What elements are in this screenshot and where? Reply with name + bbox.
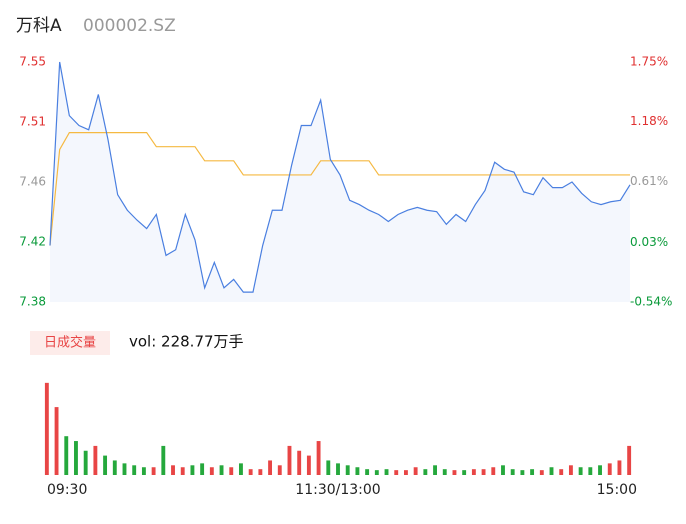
volume-bar [336,463,340,475]
volume-bar [151,467,156,475]
volume-bar [442,469,447,475]
y2-tick-label: 0.61% [630,174,668,188]
volume-bar [549,467,554,475]
volume-bar [433,465,437,475]
y-tick-label: 7.38 [19,295,46,309]
x-tick-label: 11:30/13:00 [295,482,380,498]
volume-bar [345,465,350,475]
volume-bar [588,467,593,475]
y-tick-label: 7.46 [19,175,46,189]
volume-bar [93,445,98,475]
volume-bar [423,469,428,475]
average-line [49,131,630,246]
y-tick-label: 7.42 [19,235,46,249]
volume-bar [200,463,205,475]
volume-bar [103,455,108,475]
stock-code: 000002.SZ [83,16,176,36]
volume-bar [190,465,195,475]
volume-bar [471,469,476,475]
badge-bg [30,331,110,355]
price-area [50,62,630,302]
volume-bar [491,467,496,475]
volume-bar [297,450,302,475]
volume-bar [326,460,331,475]
volume-bar [530,469,535,475]
volume-bar [248,469,253,475]
volume-bar [403,470,408,475]
volume-bar [44,382,49,475]
price-line [49,61,631,293]
volume-bar [122,463,127,475]
volume-bar [617,460,622,475]
volume-bar [578,467,583,475]
volume-badge: 日成交量 [44,335,96,351]
volume-bar [258,469,263,475]
y2-tick-label: 1.18% [630,114,668,128]
volume-bar [316,441,321,475]
volume-bar [229,467,234,475]
y2-tick-label: 0.03% [630,235,668,249]
volume-bar [141,467,146,475]
volume-bar [161,445,166,475]
volume-bar [287,445,292,475]
volume-bar [64,436,69,475]
volume-bar [365,469,370,475]
volume-bar [171,465,175,475]
volume-title: vol: 228.77万手 [129,333,244,351]
volume-bar [54,407,59,475]
volume-bar [268,460,273,475]
volume-bar [219,465,224,475]
volume-bar [112,460,117,475]
volume-bar [306,455,311,475]
x-tick-label: 15:00 [597,482,637,498]
volume-bar [277,465,282,475]
volume-bar [559,469,564,475]
y-tick-label: 7.51 [19,115,46,129]
volume-bar [355,467,360,475]
y-tick-label: 7.55 [19,55,46,69]
volume-bar [510,469,515,475]
x-tick-label: 09:30 [47,482,87,498]
y2-tick-label: 1.75% [630,55,668,69]
volume-bar [539,470,544,475]
stock-name: 万科A [16,16,62,36]
volume-bar [462,470,467,475]
volume-bar [520,470,525,475]
volume-bar [568,465,573,475]
volume-bar [627,445,632,475]
volume-bar [180,467,185,475]
volume-bar [598,465,602,475]
volume-bar [209,467,214,475]
volume-bar [384,469,389,475]
y2-tick-label: -0.54% [630,295,672,309]
volume-bar [132,465,137,475]
volume-bar [394,470,399,475]
volume-bar [74,441,78,475]
volume-bar [374,470,379,475]
volume-bar [607,463,612,475]
volume-bar [452,470,457,475]
volume-bar [413,467,418,475]
volume-bar [501,465,505,475]
volume-bar [83,450,88,475]
volume-bar [239,463,243,475]
volume-bar [481,469,486,475]
